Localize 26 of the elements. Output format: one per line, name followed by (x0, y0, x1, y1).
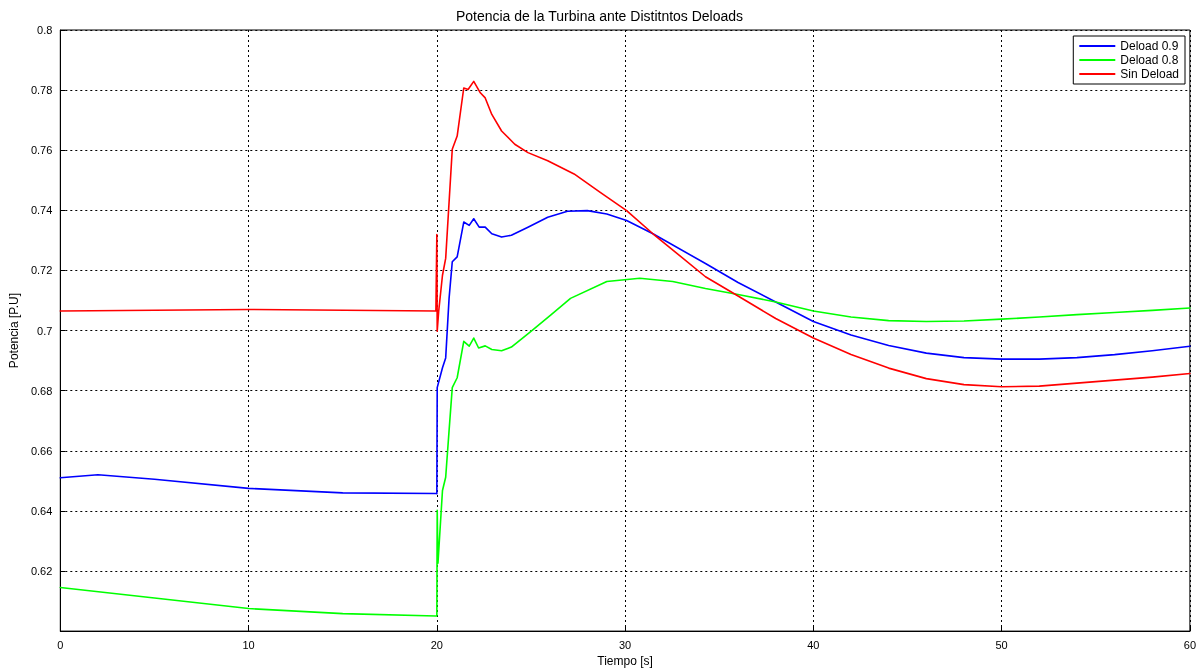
y-tick-label: 0.76 (30, 144, 53, 157)
legend-label: Deload 0.8 (1120, 53, 1179, 67)
x-tick-label: 20 (430, 638, 443, 651)
x-tick-label: 0 (57, 638, 64, 651)
y-tick-label: 0.62 (30, 564, 53, 577)
y-tick-label: 0.74 (30, 204, 53, 217)
y-tick-label: 0.8 (37, 24, 53, 36)
y-tick-label: 0.64 (30, 504, 53, 517)
x-tick-label: 50 (995, 638, 1008, 651)
line-series (59, 277, 1191, 617)
line-series (59, 209, 1191, 495)
x-tick-label: 60 (1183, 638, 1197, 651)
x-tick-label: 40 (807, 638, 820, 651)
line-series (59, 80, 1191, 388)
y-tick-label: 0.7 (37, 324, 53, 337)
chart-title: Potencia de la Turbina ante Distitntos Deloads (455, 8, 744, 24)
y-tick-label: 0.72 (30, 264, 53, 277)
y-tick-label: 0.68 (30, 384, 53, 397)
x-tick-label: 30 (618, 638, 632, 651)
legend-label: Deload 0.9 (1120, 39, 1179, 53)
legend-label: Sin Deload (1120, 67, 1180, 81)
y-axis-title: Potencia [P.U] (7, 292, 21, 369)
x-axis-title: Tiempo [s] (597, 654, 653, 668)
x-tick-label: 10 (242, 638, 255, 651)
y-tick-label: 0.66 (30, 444, 53, 457)
y-tick-label: 0.78 (30, 84, 53, 97)
